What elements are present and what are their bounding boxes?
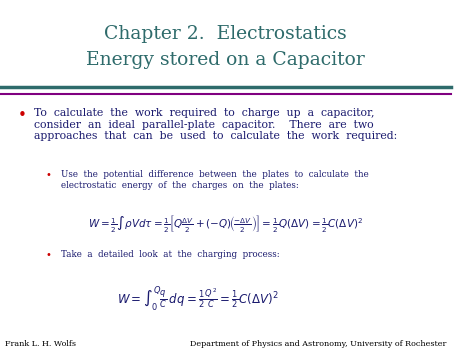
Text: •: •	[18, 108, 27, 123]
Text: Energy stored on a Capacitor: Energy stored on a Capacitor	[86, 51, 365, 70]
Text: To  calculate  the  work  required  to  charge  up  a  capacitor,
consider  an  : To calculate the work required to charge…	[34, 108, 397, 142]
Text: Chapter 2.  Electrostatics: Chapter 2. Electrostatics	[104, 25, 346, 43]
Text: Take  a  detailed  look  at  the  charging  process:: Take a detailed look at the charging pro…	[61, 250, 280, 259]
Text: Frank L. H. Wolfs: Frank L. H. Wolfs	[5, 340, 75, 348]
Text: Use  the  potential  difference  between  the  plates  to  calculate  the
electr: Use the potential difference between the…	[61, 170, 369, 190]
Text: $W = \frac{1}{2}\int \rho V d\tau = \frac{1}{2}\left[Q\frac{\Delta V}{2} + (-Q)\: $W = \frac{1}{2}\int \rho V d\tau = \fra…	[88, 213, 363, 234]
Text: Department of Physics and Astronomy, University of Rochester: Department of Physics and Astronomy, Uni…	[190, 340, 446, 348]
Text: •: •	[45, 170, 51, 180]
Text: •: •	[45, 250, 51, 260]
Text: $W = \int_0^Q \frac{q}{C}\,dq = \frac{1}{2}\frac{Q^2}{C} = \frac{1}{2}C(\Delta V: $W = \int_0^Q \frac{q}{C}\,dq = \frac{1}…	[118, 284, 279, 313]
